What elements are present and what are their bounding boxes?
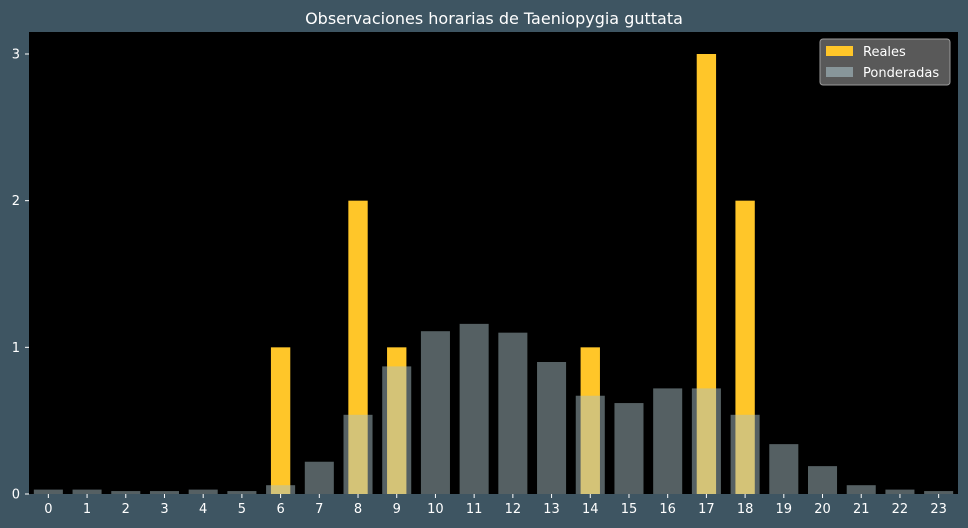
x-tick-label-3: 3 <box>160 502 168 517</box>
ponderadas-bar-19 <box>769 444 799 494</box>
plot-area <box>29 32 958 494</box>
reales-bar-6 <box>270 347 291 494</box>
ponderadas-bar-15 <box>614 403 644 494</box>
ponderadas-bar-23 <box>924 491 954 494</box>
ponderadas-bar-3 <box>149 491 179 494</box>
x-tick-label-6: 6 <box>276 502 284 517</box>
x-tick-label-20: 20 <box>814 502 831 517</box>
ponderadas-bar-2 <box>111 491 141 494</box>
ponderadas-bar-8 <box>343 414 373 494</box>
x-tick-label-19: 19 <box>776 502 793 517</box>
y-tick-label-0: 0 <box>12 488 20 503</box>
ponderadas-bar-0 <box>33 489 63 494</box>
x-tick-label-18: 18 <box>737 502 754 517</box>
x-tick-label-22: 22 <box>892 502 909 517</box>
ponderadas-bar-7 <box>304 461 334 494</box>
x-tick-label-14: 14 <box>582 502 599 517</box>
legend-label-ponderadas: Ponderadas <box>863 66 939 81</box>
x-tick-label-13: 13 <box>543 502 560 517</box>
x-tick-label-17: 17 <box>698 502 715 517</box>
ponderadas-bar-22 <box>885 489 915 494</box>
y-axis: 0 1 2 3 <box>12 48 29 503</box>
legend: Reales Ponderadas <box>819 38 951 86</box>
x-tick-label-1: 1 <box>83 502 91 517</box>
ponderadas-bar-14 <box>575 395 605 494</box>
ponderadas-bar-4 <box>188 489 218 494</box>
ponderadas-bar-11 <box>459 323 489 494</box>
ponderadas-bar-13 <box>537 362 567 494</box>
ponderadas-bar-16 <box>653 388 683 494</box>
y-tick-label-1: 1 <box>12 341 20 356</box>
x-tick-label-8: 8 <box>354 502 362 517</box>
x-tick-label-23: 23 <box>930 502 947 517</box>
chart-title: Observaciones horarias de Taeniopygia gu… <box>305 9 683 28</box>
ponderadas-bar-18 <box>730 414 760 494</box>
y-tick-label-2: 2 <box>12 194 20 209</box>
x-tick-label-7: 7 <box>315 502 323 517</box>
ponderadas-bar-17 <box>691 388 721 494</box>
ponderadas-bar-20 <box>808 466 838 494</box>
x-axis: 0 1 2 3 4 5 6 7 8 9 10 11 12 13 14 15 16 17 18 19 20 21 22 23 <box>44 494 947 517</box>
x-tick-label-2: 2 <box>122 502 130 517</box>
ponderadas-bar-1 <box>72 489 102 494</box>
x-tick-label-16: 16 <box>659 502 676 517</box>
y-tick-label-3: 3 <box>12 48 20 63</box>
ponderadas-bar-10 <box>420 331 450 494</box>
ponderadas-series <box>33 323 954 494</box>
legend-swatch-ponderadas <box>826 67 853 77</box>
x-tick-label-12: 12 <box>505 502 522 517</box>
ponderadas-bar-5 <box>227 491 257 494</box>
x-tick-label-21: 21 <box>853 502 870 517</box>
x-tick-label-10: 10 <box>427 502 444 517</box>
ponderadas-bar-21 <box>846 485 876 494</box>
legend-swatch-reales <box>826 46 853 56</box>
ponderadas-bar-12 <box>498 332 528 494</box>
x-tick-label-11: 11 <box>466 502 483 517</box>
reales-bar-17 <box>696 54 717 494</box>
x-tick-label-15: 15 <box>621 502 638 517</box>
legend-label-reales: Reales <box>863 45 906 60</box>
ponderadas-bar-9 <box>382 366 412 494</box>
x-tick-label-5: 5 <box>238 502 246 517</box>
x-tick-label-0: 0 <box>44 502 52 517</box>
x-tick-label-4: 4 <box>199 502 207 517</box>
x-tick-label-9: 9 <box>393 502 401 517</box>
ponderadas-bar-6 <box>266 485 296 494</box>
